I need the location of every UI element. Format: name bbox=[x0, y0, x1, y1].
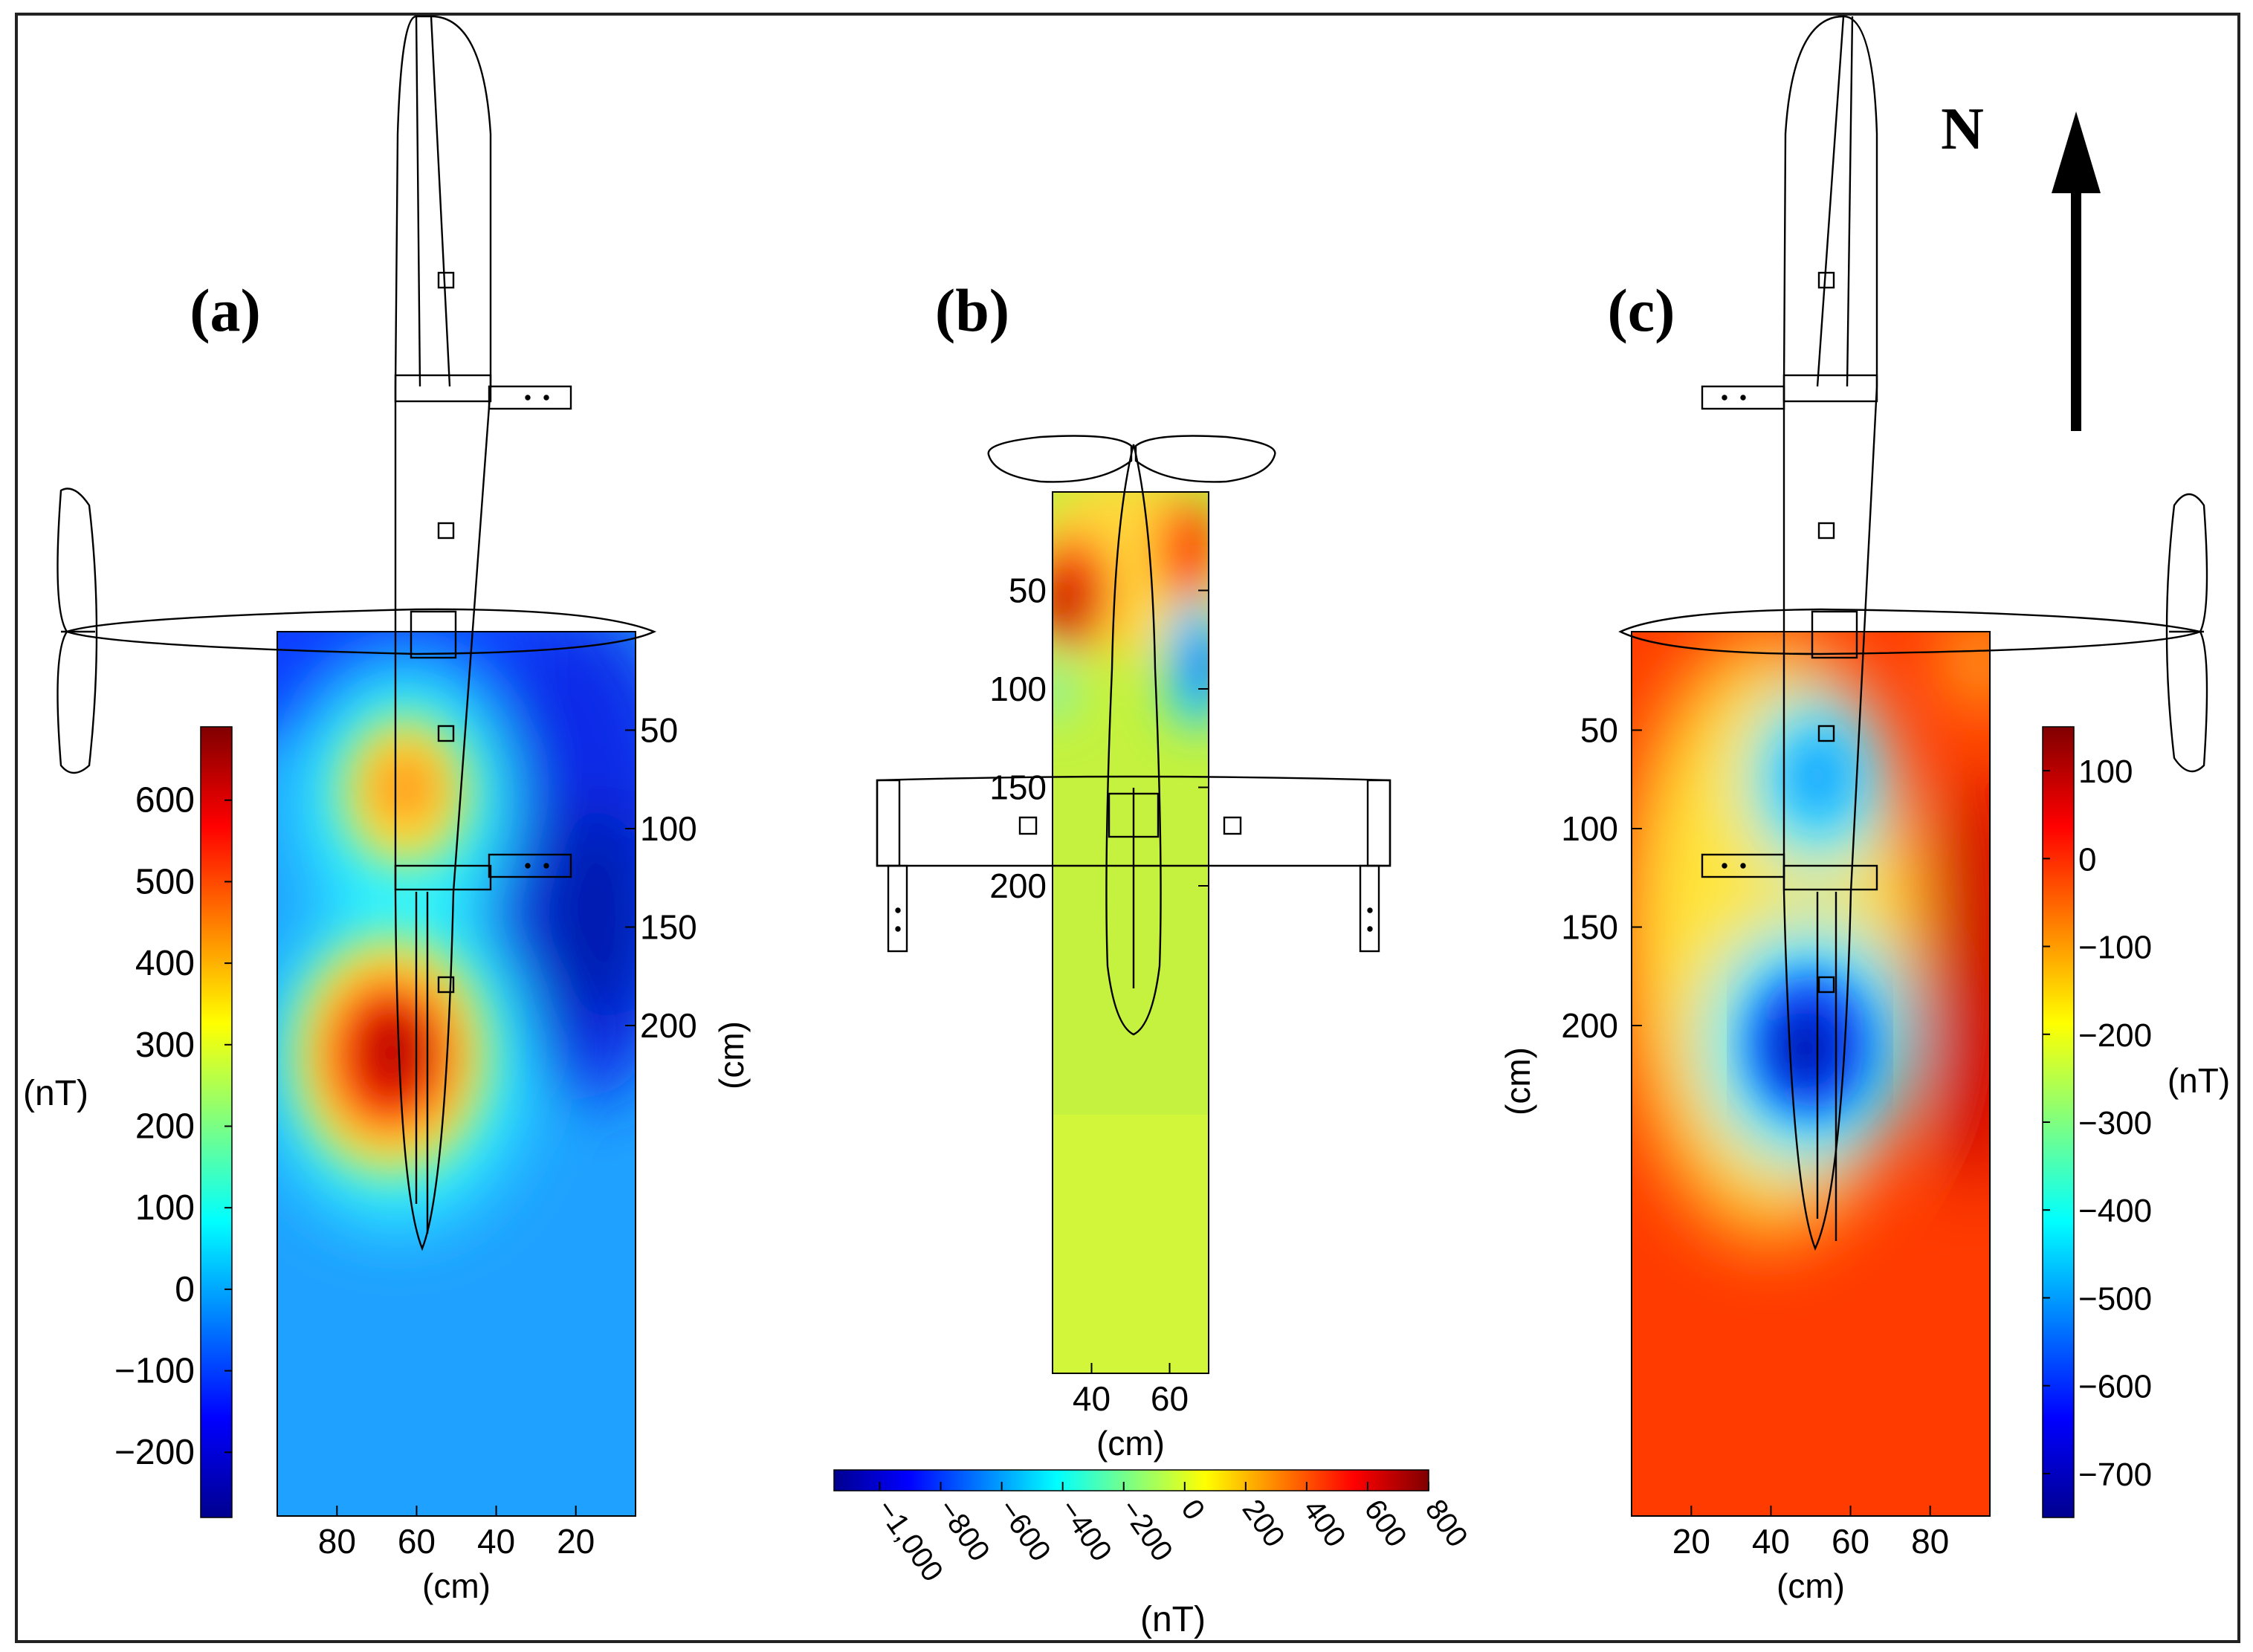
panel-1-y-tick-label: 200 bbox=[989, 867, 1047, 905]
panel-label-c: (c) bbox=[1607, 276, 1675, 344]
aircraft-outline-c bbox=[1618, 15, 2208, 1251]
panel-a-region-right-dark bbox=[543, 803, 636, 1026]
panel-label-a: (a) bbox=[190, 276, 261, 344]
colorbar-0-tick-label: 400 bbox=[135, 944, 195, 983]
panel-1-x-unit: (cm) bbox=[1096, 1424, 1165, 1462]
colorbar-0-tick-label: 200 bbox=[135, 1107, 195, 1146]
colorbar-2-tick-label: 100 bbox=[2078, 754, 2133, 790]
panel-b-lower-yellowgreen bbox=[1053, 1115, 1209, 1373]
panel-c bbox=[1631, 631, 1991, 1517]
figure-frame bbox=[15, 13, 2240, 1643]
colorbar-1-tick-label: 0 bbox=[1174, 1494, 1211, 1526]
panel-c-region-lower-darkblue bbox=[1777, 1011, 1836, 1085]
colorbar-2-unit: (nT) bbox=[2168, 1061, 2230, 1100]
panel-a-region-lower-darkred bbox=[361, 1007, 427, 1096]
panel-2-x-tick-label: 40 bbox=[1752, 1522, 1790, 1561]
colorbar-2-tick-label: −400 bbox=[2078, 1193, 2152, 1229]
colorbar-0-tick-label: −200 bbox=[114, 1433, 195, 1472]
colorbar-1-tick-label: −400 bbox=[1053, 1494, 1118, 1567]
panel-c-heatmap bbox=[1632, 632, 1990, 1516]
panel-0-x-tick-label: 60 bbox=[398, 1522, 436, 1561]
colorbar-1-tick-label: −200 bbox=[1113, 1494, 1179, 1567]
panel-1-x-tick-label: 40 bbox=[1073, 1379, 1111, 1418]
colorbar-0-tick-label: 600 bbox=[135, 781, 195, 820]
panel-0-x-tick-label: 20 bbox=[557, 1522, 595, 1561]
colorbar-0-tick-label: 100 bbox=[135, 1188, 195, 1228]
panel-2-x-tick-label: 20 bbox=[1672, 1522, 1710, 1561]
panel-0-y-tick-label: 150 bbox=[640, 908, 697, 947]
panel-a-heatmap bbox=[277, 632, 636, 1516]
colorbar-2-tick-label: −100 bbox=[2078, 930, 2152, 966]
panel-0-x-unit: (cm) bbox=[422, 1567, 491, 1605]
colorbar-0-tick-label: 0 bbox=[175, 1270, 195, 1309]
panel-1-y-tick-label: 100 bbox=[989, 670, 1047, 708]
panel-c-region-top-right-orange bbox=[1944, 632, 1990, 713]
panel-0-y-tick-label: 100 bbox=[640, 809, 697, 848]
aircraft-outline-a bbox=[56, 15, 657, 1251]
colorbar-1-unit: (nT) bbox=[1140, 1600, 1206, 1639]
panel-label-b: (b) bbox=[935, 276, 1009, 344]
panel-a bbox=[277, 631, 636, 1517]
colorbar-2-tick-label: 0 bbox=[2078, 841, 2096, 878]
aircraft-outline-b bbox=[876, 435, 1391, 1036]
panel-2-y-unit: (cm) bbox=[1499, 1047, 1537, 1115]
colorbar-2-tick-label: −700 bbox=[2078, 1457, 2152, 1493]
panel-2-x-unit: (cm) bbox=[1777, 1567, 1845, 1605]
colorbar-0-tick-label: −100 bbox=[114, 1352, 195, 1391]
panel-2-x-tick-label: 60 bbox=[1832, 1522, 1869, 1561]
panel-2-y-tick-label: 200 bbox=[1561, 1006, 1618, 1045]
north-arrow: N bbox=[1941, 97, 2101, 431]
panel-2-y-tick-label: 100 bbox=[1561, 809, 1618, 848]
panel-b-region-top-left-dark bbox=[1053, 572, 1091, 632]
colorbar-2-tick-label: −200 bbox=[2078, 1017, 2152, 1054]
north-label: N bbox=[1941, 97, 1984, 162]
colorbar-2-tick-label: −600 bbox=[2078, 1369, 2152, 1405]
panel-2-x-tick-label: 80 bbox=[1911, 1522, 1949, 1561]
panel-1-y-tick-label: 150 bbox=[989, 768, 1047, 807]
panel-c-region-upper-blue bbox=[1784, 732, 1851, 821]
panel-0-y-tick-label: 200 bbox=[640, 1006, 697, 1045]
panel-2-y-tick-label: 150 bbox=[1561, 908, 1618, 947]
colorbar-1-tick-label: 400 bbox=[1297, 1494, 1352, 1553]
north-arrow-head bbox=[2052, 111, 2101, 193]
panel-2-y-tick-label: 50 bbox=[1580, 711, 1618, 750]
panel-b-region-right-blue bbox=[1186, 624, 1209, 706]
panel-b-region-left-cyan bbox=[1053, 661, 1070, 721]
panel-0-x-tick-label: 80 bbox=[318, 1522, 356, 1561]
panel-c-frame bbox=[1631, 631, 1991, 1517]
panel-c-region-right-darkred bbox=[1929, 773, 1990, 1189]
colorbar-1-tick-label: 600 bbox=[1358, 1494, 1413, 1553]
panel-b-frame bbox=[1052, 491, 1209, 1374]
colorbar-1-tick-label: 800 bbox=[1419, 1494, 1474, 1553]
panel-1-y-tick-label: 50 bbox=[1009, 571, 1047, 610]
panel-b-region-top-right-red bbox=[1158, 498, 1209, 602]
colorbar-2-tick-label: −500 bbox=[2078, 1280, 2152, 1317]
panel-b-heatmap bbox=[1053, 492, 1209, 1373]
panel-b bbox=[1052, 491, 1209, 1374]
colorbar-1-tick-label: 200 bbox=[1235, 1494, 1290, 1553]
panel-0-y-unit: (cm) bbox=[712, 1021, 751, 1089]
panel-1-x-tick-label: 60 bbox=[1151, 1379, 1189, 1418]
colorbar-b bbox=[833, 1469, 1429, 1491]
colorbar-0-unit: (nT) bbox=[23, 1074, 88, 1113]
colorbar-0-tick-label: 500 bbox=[135, 862, 195, 901]
colorbar-a bbox=[200, 726, 233, 1518]
panel-0-y-tick-label: 50 bbox=[640, 711, 678, 750]
colorbar-0-tick-label: 300 bbox=[135, 1026, 195, 1065]
panel-0-x-tick-label: 40 bbox=[477, 1522, 515, 1561]
colorbar-1-tick-label: −600 bbox=[992, 1494, 1057, 1567]
colorbar-2-tick-label: −300 bbox=[2078, 1105, 2152, 1141]
panel-a-region-upper-orange bbox=[368, 747, 442, 829]
